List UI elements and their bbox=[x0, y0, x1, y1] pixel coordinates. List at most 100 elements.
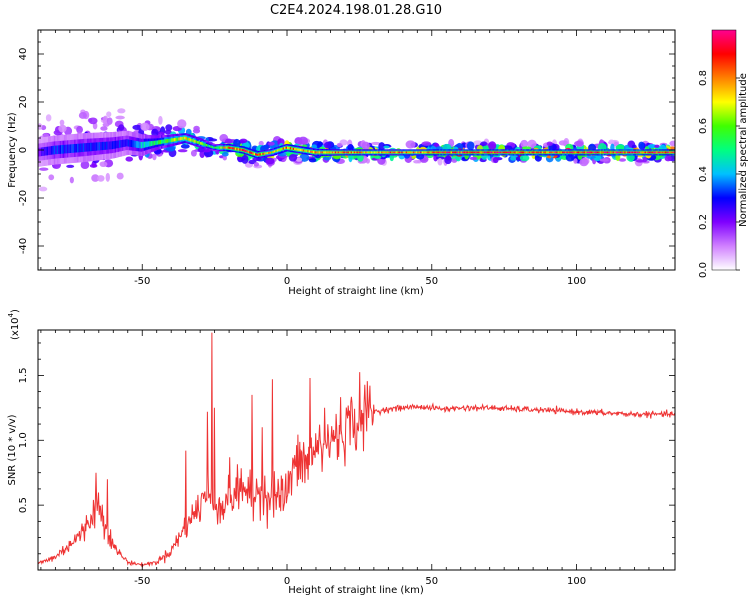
heatmap-cell bbox=[492, 157, 499, 164]
heatmap-cell bbox=[599, 158, 609, 162]
colorbar-tick-label: 0.0 bbox=[698, 262, 709, 278]
heatmap-cell bbox=[222, 155, 227, 161]
heatmap-cell bbox=[105, 172, 110, 182]
heatmap-cell bbox=[48, 174, 55, 181]
heatmap-cell bbox=[469, 156, 478, 161]
heatmap-cell bbox=[177, 149, 188, 153]
heatmap-cell bbox=[208, 138, 218, 142]
heatmap-cell bbox=[370, 141, 381, 146]
heatmap-cell bbox=[102, 115, 109, 125]
colorbar-tick-label: 0.4 bbox=[698, 166, 709, 182]
heatmap-cell bbox=[78, 112, 87, 119]
x-tick-label: 0 bbox=[284, 576, 290, 587]
x-tick-label: 100 bbox=[567, 276, 586, 287]
heatmap-cell bbox=[405, 140, 416, 149]
heatmap-cell bbox=[253, 162, 260, 167]
heatmap-cell bbox=[180, 144, 190, 149]
heatmap-cell bbox=[117, 108, 126, 114]
heatmap-cell bbox=[466, 141, 475, 151]
x-tick-label: -50 bbox=[134, 276, 150, 287]
heatmap-cell bbox=[546, 141, 553, 146]
heatmap-cell bbox=[106, 117, 113, 125]
heatmap-cell bbox=[574, 140, 584, 147]
heatmap-cell bbox=[673, 151, 675, 154]
heatmap-cell bbox=[608, 139, 615, 145]
heatmap-cell bbox=[59, 119, 65, 126]
heatmap-cell bbox=[239, 138, 248, 144]
heatmap-cell bbox=[39, 167, 49, 171]
heatmap-cell bbox=[389, 153, 394, 162]
heatmap-cell bbox=[521, 146, 532, 150]
heatmap-cell bbox=[664, 155, 672, 162]
x-tick-label: 0 bbox=[284, 276, 290, 287]
heatmap-cell bbox=[361, 141, 370, 150]
snr-series-line bbox=[38, 332, 675, 569]
heatmap-cell bbox=[519, 154, 530, 162]
snr-panel: -50 0 50 100 0.5 1.0 1.5 SNR (10 * v/v) (x104)… bbox=[7, 309, 676, 596]
heatmap-cell bbox=[421, 141, 432, 146]
x-tick-label: 100 bbox=[567, 576, 586, 587]
y-tick-label: 1.0 bbox=[18, 432, 29, 448]
spectrogram-xlabel: Height of straight line (km) bbox=[288, 286, 424, 297]
heatmap-cell bbox=[151, 128, 159, 138]
spectrogram-panel: -50 0 50 100 -40 -20 0 20 40 Frequency (Hz) Heig… bbox=[7, 29, 676, 297]
x-tick-label: 50 bbox=[425, 276, 438, 287]
heatmap-cell bbox=[193, 125, 200, 131]
heatmap-cell bbox=[165, 124, 173, 132]
heatmap-cell bbox=[298, 136, 309, 145]
heatmap-cell bbox=[265, 157, 275, 165]
colorbar-ticks: 0.0 0.2 0.4 0.6 0.8 bbox=[698, 70, 740, 278]
heatmap-cell bbox=[38, 186, 48, 192]
snr-multiplier: (x104) bbox=[7, 309, 21, 340]
colorbar-bar bbox=[711, 29, 737, 271]
heatmap-cell bbox=[190, 149, 197, 157]
y-tick-label: 40 bbox=[18, 48, 29, 61]
heatmap-cell bbox=[308, 158, 317, 163]
heatmap-cell bbox=[76, 125, 83, 134]
heatmap-cell bbox=[263, 144, 269, 150]
heatmap-cell bbox=[444, 155, 452, 165]
heatmap-cell bbox=[373, 155, 382, 159]
heatmap-cell bbox=[295, 157, 303, 162]
heatmap-cell bbox=[225, 138, 233, 144]
heatmap-cell bbox=[635, 159, 645, 163]
heatmap-cell bbox=[510, 156, 517, 161]
heatmap-cell bbox=[97, 175, 105, 182]
heatmap-cell bbox=[323, 141, 332, 149]
heatmap-cell bbox=[383, 145, 390, 149]
heatmap-cell bbox=[502, 145, 513, 151]
colorbar-label: Normalized spectral amplitude bbox=[738, 73, 749, 227]
heatmap-cell bbox=[38, 123, 43, 130]
heatmap-cell bbox=[80, 160, 90, 170]
heatmap-cell bbox=[69, 176, 74, 184]
heatmap-cell bbox=[433, 154, 438, 162]
snr-xlabel: Height of straight line (km) bbox=[288, 585, 424, 596]
heatmap-cell bbox=[115, 115, 125, 120]
heatmap-cell bbox=[66, 164, 75, 168]
snr-frame bbox=[37, 329, 676, 571]
heatmap-cell bbox=[125, 156, 134, 162]
heatmap-cell bbox=[118, 124, 125, 131]
snr-ylabel: SNR (10 * v/v) bbox=[7, 414, 18, 485]
snr-multiplier-close: ) bbox=[10, 309, 21, 313]
heatmap-cell bbox=[654, 144, 660, 148]
heatmap-cell bbox=[45, 114, 52, 122]
colorbar-tick-label: 0.6 bbox=[698, 118, 709, 134]
heatmap-cell bbox=[647, 144, 658, 149]
heatmap-cell bbox=[435, 156, 445, 160]
heatmap-cell bbox=[573, 158, 578, 164]
figure-title: C2E4.2024.198.01.28.G10 bbox=[270, 3, 442, 18]
colorbar-tick-label: 0.2 bbox=[698, 214, 709, 230]
x-tick-label: -50 bbox=[134, 576, 150, 587]
snr-ticks: -50 0 50 100 0.5 1.0 1.5 bbox=[18, 330, 675, 587]
heatmap-cell bbox=[164, 129, 172, 135]
spectrogram-ylabel: Frequency (Hz) bbox=[7, 112, 18, 188]
snr-multiplier-base: (x10 bbox=[10, 317, 21, 340]
heatmap-cell bbox=[311, 144, 317, 149]
heatmap-cell bbox=[258, 140, 264, 147]
heatmap-cell bbox=[89, 163, 98, 168]
heatmap-cell bbox=[100, 126, 108, 131]
y-tick-label: 0.5 bbox=[18, 497, 29, 513]
heatmap-cell bbox=[413, 159, 420, 164]
